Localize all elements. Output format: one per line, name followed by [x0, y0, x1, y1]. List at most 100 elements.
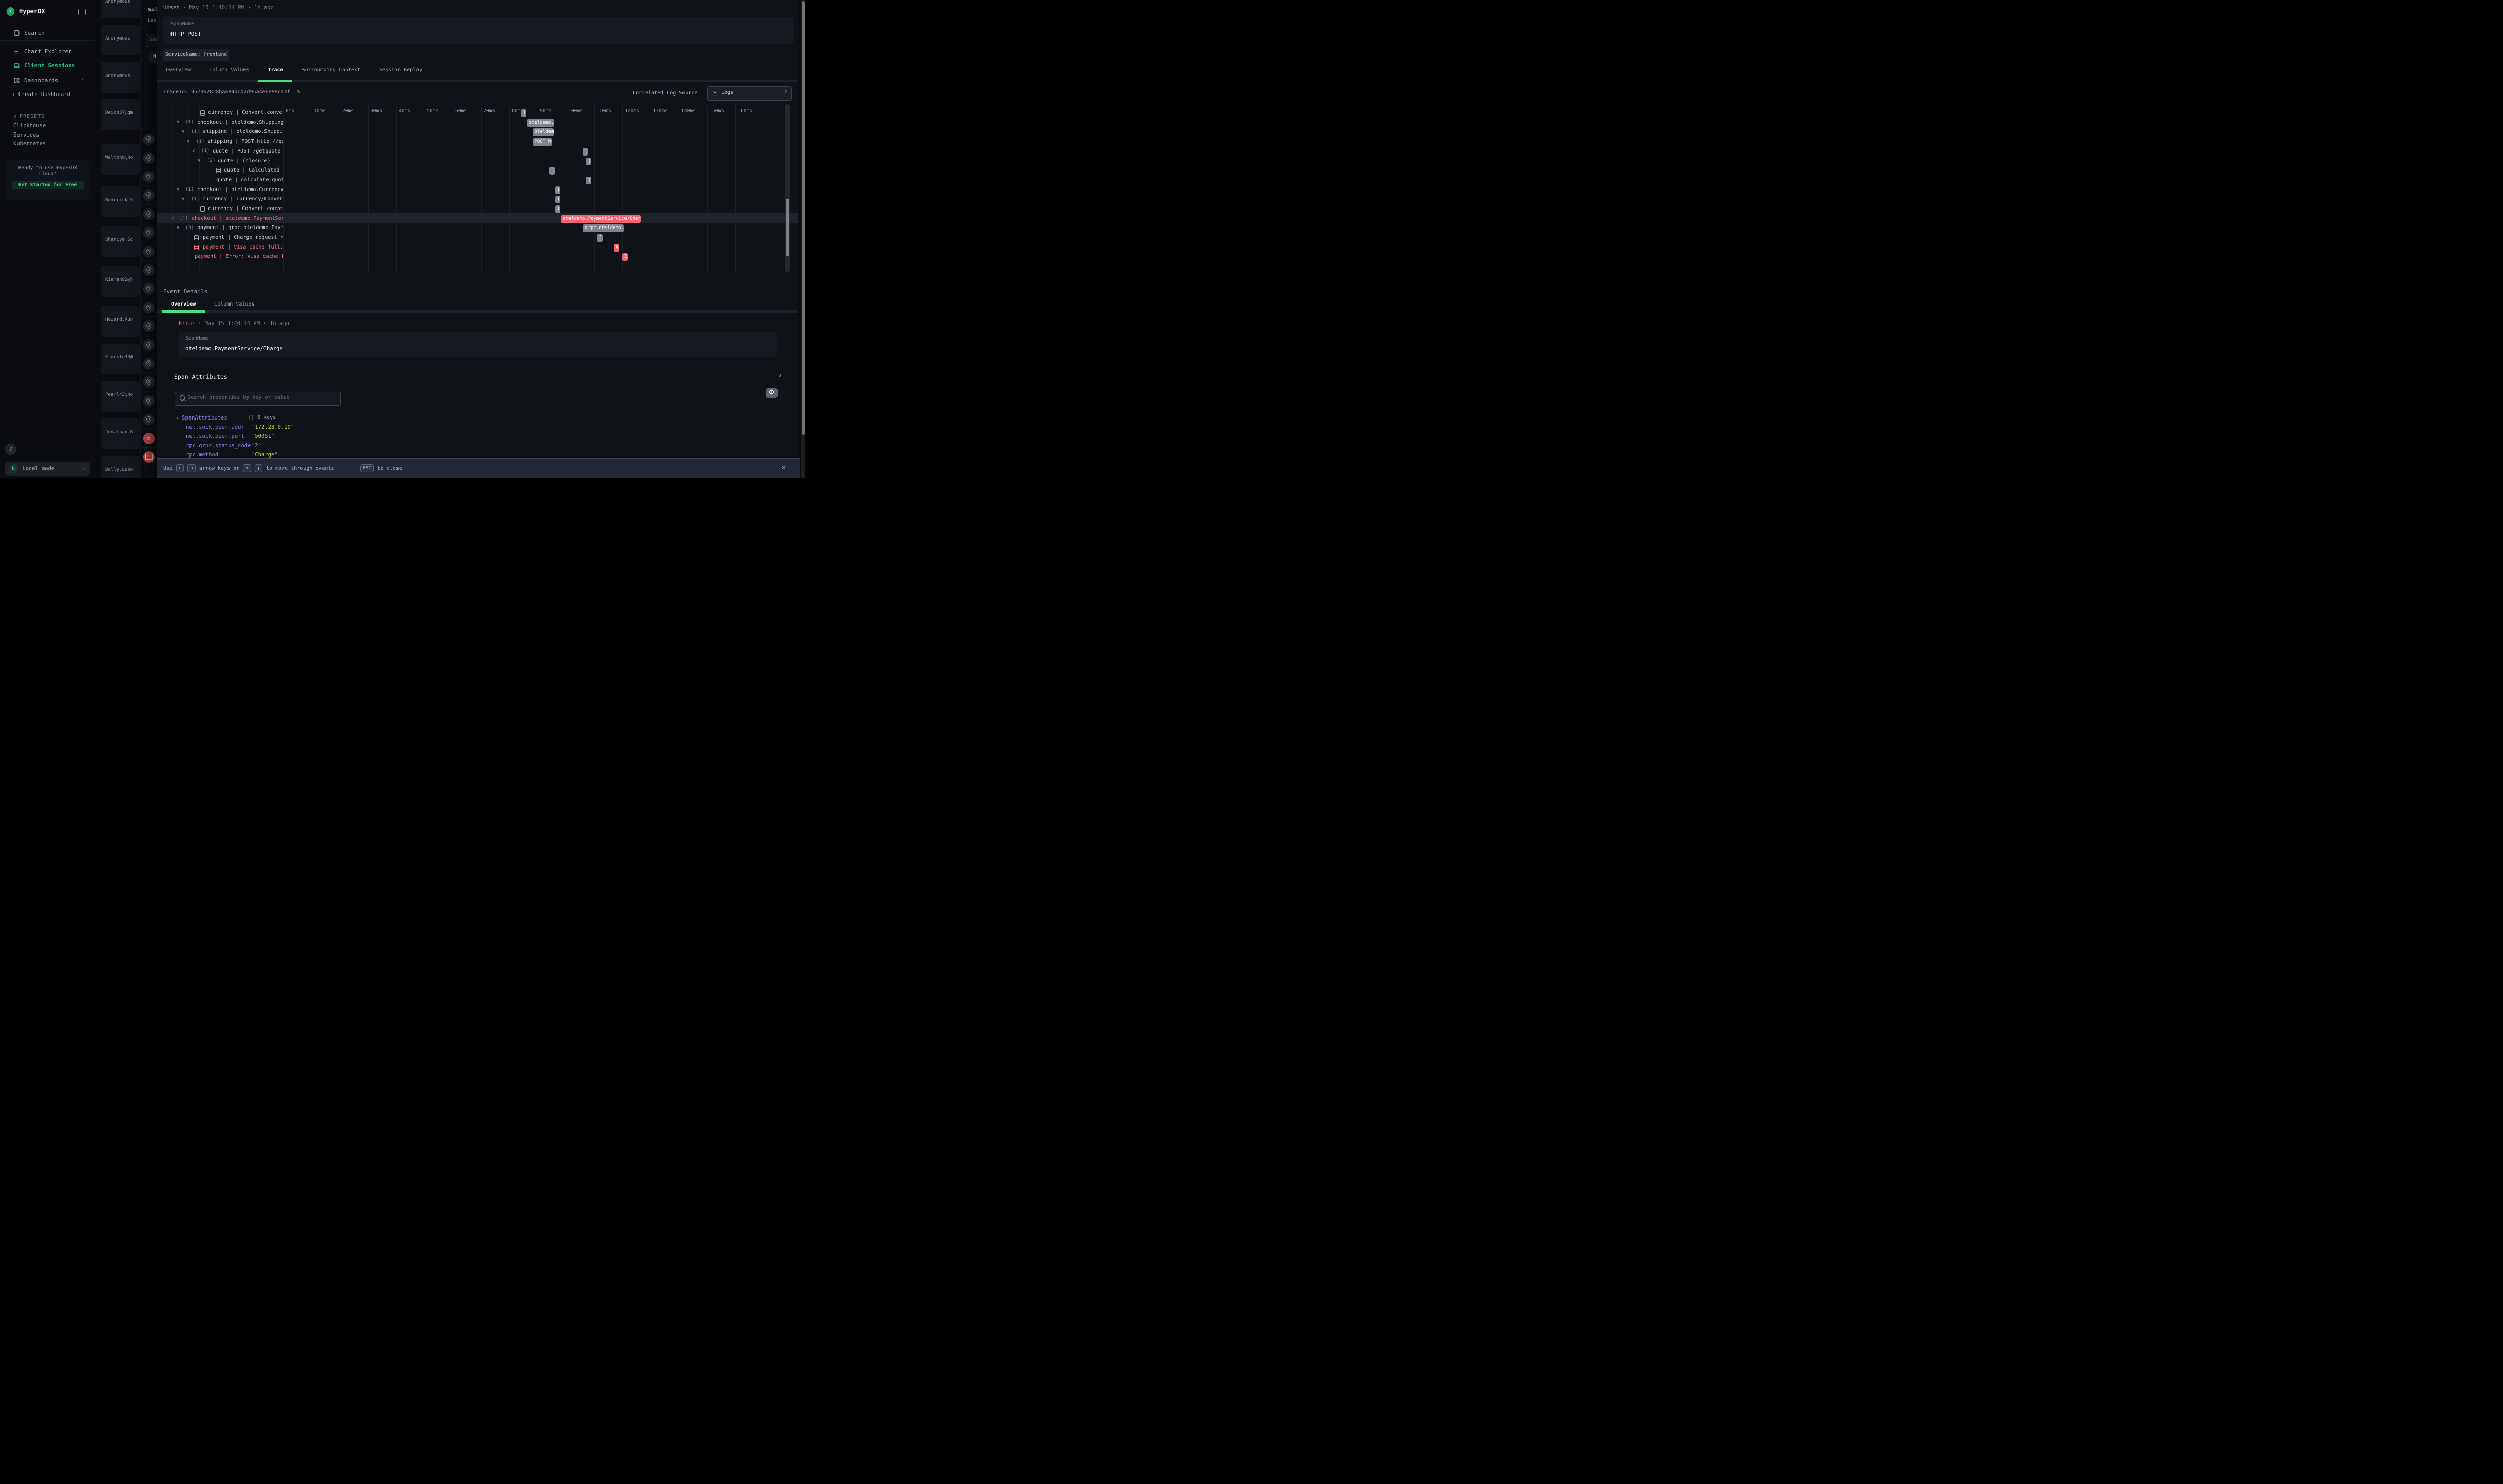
span-bar[interactable]: (	[583, 147, 588, 156]
chevron-down-icon[interactable]: ∨	[182, 196, 185, 202]
session-row-icon-cell[interactable]	[141, 241, 157, 260]
span-tree-label[interactable]: quote | POST /getquote	[213, 148, 281, 154]
sidebar-preset-clickhouse[interactable]: Clickhouse	[13, 123, 46, 129]
attribute-key[interactable]: rpc.method	[186, 452, 219, 458]
attribute-key[interactable]: net.sock.peer.port	[186, 433, 244, 440]
chevron-down-icon[interactable]: ∨	[187, 139, 190, 144]
span-bar[interactable]: oteldemo.	[526, 119, 554, 127]
panel-tab-column-values[interactable]: Column Values	[209, 67, 250, 73]
sidebar-preset-kubernetes[interactable]: Kubernetes	[13, 141, 46, 147]
span-tree-label[interactable]: currency | Convert convers…	[208, 205, 283, 212]
span-bar[interactable]: POST ht	[532, 138, 552, 146]
session-row-icon-cell[interactable]	[141, 204, 157, 223]
attribute-key[interactable]: net.sock.peer.addr	[186, 424, 244, 430]
get-started-button[interactable]: Get Started for Free	[12, 181, 84, 189]
attributes-search-input[interactable]: Search properties by key or value	[175, 392, 341, 406]
sidebar-item-chart-explorer[interactable]: Chart Explorer	[0, 45, 95, 58]
span-bar[interactable]: (	[555, 196, 560, 204]
chevron-down-icon[interactable]: ∨	[177, 187, 180, 193]
session-row-icon-cell[interactable]	[141, 316, 157, 335]
session-row-icon-cell[interactable]	[141, 129, 157, 148]
chevron-down-icon[interactable]: ∨	[171, 216, 174, 221]
span-bar[interactable]: (	[521, 109, 526, 118]
sidebar-item-client-sessions[interactable]: Client Sessions	[0, 59, 95, 71]
session-row-icon-cell[interactable]	[141, 279, 157, 298]
location-pin-icon[interactable]	[143, 134, 155, 145]
chevron-down-icon[interactable]: ∨	[177, 120, 180, 125]
session-card[interactable]: Dolly.Lubo	[101, 456, 140, 478]
service-chip[interactable]: ServiceName: frontend	[163, 49, 229, 61]
span-bar[interactable]: (	[549, 167, 555, 175]
create-dashboard-button[interactable]: + Create Dashboard	[12, 91, 70, 98]
location-pin-icon[interactable]	[143, 208, 155, 220]
panel-tab-session-replay[interactable]: Session Replay	[378, 67, 423, 73]
session-row-icon-cell[interactable]	[141, 260, 157, 279]
attribute-key[interactable]: rpc.grpc.status_code	[186, 443, 251, 449]
edit-icon[interactable]: ✎	[297, 88, 300, 95]
presets-section[interactable]: ∨ PRESETS	[13, 113, 45, 119]
span-bar[interactable]: (	[585, 176, 591, 184]
esc-key[interactable]: ESC	[360, 464, 374, 472]
session-card[interactable]: Ernesto33@	[101, 344, 140, 374]
terminal-icon[interactable]: >_	[143, 451, 155, 463]
span-tree-label[interactable]: currency | Currency/Convert	[202, 196, 283, 202]
attributes-root-row[interactable]: ▾ SpanAttributes	[176, 415, 227, 421]
session-row-icon-cell[interactable]	[141, 185, 157, 204]
session-card[interactable]: Anonymous	[101, 62, 140, 93]
session-card[interactable]: Deion37@gm	[101, 99, 140, 130]
details-tab-column-values[interactable]: Column Values	[214, 301, 255, 307]
session-row-icon-cell[interactable]: ⇆	[141, 428, 157, 447]
attribute-value[interactable]: "2"	[252, 443, 261, 449]
span-tree-label[interactable]: checkout | oteldemo.ShippingSe…	[197, 119, 283, 125]
sidebar-preset-services[interactable]: Services	[13, 131, 40, 138]
location-pin-icon[interactable]	[143, 245, 155, 257]
panel-tab-trace[interactable]: Trace	[268, 67, 283, 73]
session-row-icon-cell[interactable]	[141, 335, 157, 354]
location-pin-icon[interactable]	[143, 320, 155, 332]
span-tree-label[interactable]: quote | Calculated q…	[224, 167, 283, 174]
span-tree-label[interactable]: checkout | oteldemo.PaymentServi…	[192, 215, 283, 221]
session-row-icon-cell[interactable]	[141, 410, 157, 429]
attribute-value[interactable]: "50051"	[252, 433, 275, 440]
chevron-down-icon[interactable]: ∨	[177, 225, 180, 231]
span-bar-error[interactable]: E	[622, 253, 628, 261]
span-tree-label[interactable]: payment | Error: Visa cache ful…	[195, 254, 283, 260]
session-card[interactable]: Roderick_S	[101, 186, 140, 217]
session-card[interactable]: Jonathan.B	[101, 418, 140, 449]
session-card[interactable]: Howard.Run	[101, 306, 140, 337]
session-row-icon-cell[interactable]	[141, 223, 157, 242]
session-row-icon-cell[interactable]	[141, 391, 157, 410]
attribute-value[interactable]: "Charge"	[252, 452, 278, 458]
span-tree-label[interactable]: quote | {closure}	[218, 158, 271, 164]
span-bar[interactable]: (	[597, 234, 603, 242]
panel-tab-surrounding-context[interactable]: Surrounding Context	[301, 67, 361, 73]
span-tree-label[interactable]: currency | Convert convers…	[208, 110, 283, 116]
span-bar[interactable]: oteldemo	[532, 128, 554, 137]
location-pin-icon[interactable]	[143, 301, 155, 313]
details-tab-overview[interactable]: Overview	[171, 301, 196, 307]
session-row-icon-cell[interactable]	[141, 353, 157, 373]
sidebar-collapse-icon[interactable]	[78, 9, 86, 15]
location-pin-icon[interactable]	[143, 283, 155, 295]
scrollbar-thumb[interactable]	[802, 1, 805, 435]
location-pin-icon[interactable]	[143, 339, 155, 351]
help-button[interactable]: ?	[5, 444, 16, 455]
span-bar-error[interactable]: oteldemo.PaymentService/Char	[561, 215, 641, 223]
location-pin-icon[interactable]	[143, 227, 155, 239]
arrow-left-key[interactable]: ←	[176, 464, 184, 472]
span-tree-label[interactable]: shipping | POST http://quo…	[207, 139, 283, 145]
location-pin-icon[interactable]	[143, 376, 155, 388]
sidebar-item-dashboards[interactable]: Dashboards ∧	[0, 74, 95, 86]
session-row-icon-cell[interactable]	[141, 297, 157, 317]
arrow-right-key[interactable]: →	[187, 464, 196, 472]
waterfall-scrollbar-thumb[interactable]	[786, 199, 789, 256]
location-pin-icon[interactable]	[143, 414, 155, 426]
session-card[interactable]: Anonymous	[101, 25, 140, 55]
span-bar[interactable]: (	[555, 186, 560, 194]
close-icon[interactable]: ✕	[782, 464, 786, 471]
span-tree-label[interactable]: shipping | oteldemo.Shipping…	[202, 129, 283, 135]
location-pin-icon[interactable]	[143, 152, 155, 164]
session-card[interactable]: Pearl43@ho	[101, 381, 140, 412]
panel-tab-overview[interactable]: Overview	[166, 67, 191, 73]
session-card[interactable]: Shaniya.Sc	[101, 226, 140, 257]
